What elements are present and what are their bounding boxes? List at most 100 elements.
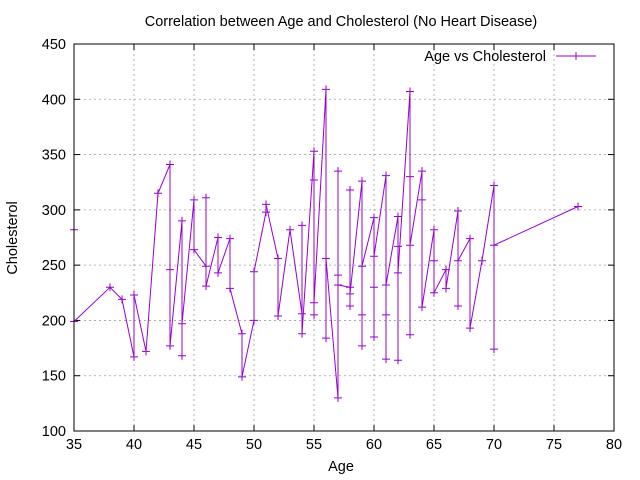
x-tick-label: 55 bbox=[306, 437, 322, 453]
y-tick-label: 250 bbox=[42, 258, 66, 274]
x-tick-label: 45 bbox=[186, 437, 202, 453]
data-point bbox=[394, 356, 402, 365]
legend-marker bbox=[572, 52, 580, 60]
y-tick-label: 300 bbox=[42, 203, 66, 219]
data-point bbox=[286, 225, 294, 234]
data-point bbox=[310, 176, 318, 185]
data-point bbox=[394, 268, 402, 277]
data-point bbox=[358, 177, 366, 186]
data-point bbox=[334, 167, 342, 176]
data-point bbox=[118, 295, 126, 304]
data-point bbox=[406, 87, 414, 96]
data-point bbox=[238, 329, 246, 338]
x-tick-label: 40 bbox=[126, 437, 142, 453]
data-point bbox=[166, 160, 174, 169]
data-point bbox=[298, 221, 306, 230]
data-point bbox=[418, 195, 426, 204]
data-point bbox=[346, 289, 354, 298]
x-tick-label: 65 bbox=[426, 437, 442, 453]
x-tick-label: 80 bbox=[606, 437, 622, 453]
data-point bbox=[214, 268, 222, 277]
data-point bbox=[298, 329, 306, 338]
data-point bbox=[358, 262, 366, 271]
y-tick-label: 400 bbox=[42, 92, 66, 108]
y-tick-label: 200 bbox=[42, 313, 66, 329]
data-point bbox=[262, 208, 270, 217]
data-point bbox=[262, 200, 270, 209]
data-point bbox=[574, 202, 582, 211]
data-point bbox=[322, 254, 330, 263]
y-axis-label: Cholesterol bbox=[5, 201, 21, 274]
data-point bbox=[454, 256, 462, 265]
data-point bbox=[274, 254, 282, 263]
data-point bbox=[298, 309, 306, 318]
x-axis-label: Age bbox=[328, 459, 354, 475]
data-point bbox=[202, 193, 210, 202]
data-point bbox=[190, 195, 198, 204]
data-point bbox=[430, 288, 438, 297]
data-point bbox=[490, 241, 498, 250]
data-point bbox=[346, 185, 354, 194]
data-point bbox=[358, 310, 366, 319]
data-point bbox=[154, 189, 162, 198]
data-point bbox=[142, 347, 150, 356]
data-point bbox=[166, 265, 174, 274]
data-point bbox=[394, 212, 402, 221]
data-point bbox=[406, 330, 414, 339]
data-point bbox=[250, 267, 258, 276]
data-point bbox=[418, 167, 426, 176]
series-group bbox=[70, 85, 582, 402]
data-point bbox=[178, 216, 186, 225]
data-point bbox=[382, 310, 390, 319]
data-point bbox=[130, 352, 138, 361]
data-point bbox=[238, 372, 246, 381]
data-point bbox=[310, 310, 318, 319]
data-point bbox=[394, 242, 402, 251]
data-point bbox=[430, 225, 438, 234]
data-point bbox=[454, 206, 462, 215]
data-point bbox=[202, 262, 210, 271]
data-point bbox=[442, 284, 450, 293]
data-point bbox=[226, 284, 234, 293]
data-point bbox=[490, 345, 498, 354]
x-tick-label: 35 bbox=[66, 437, 82, 453]
data-point bbox=[442, 265, 450, 274]
data-point bbox=[346, 302, 354, 311]
data-point bbox=[334, 393, 342, 402]
data-point bbox=[214, 233, 222, 242]
y-tick-label: 150 bbox=[42, 369, 66, 385]
data-point bbox=[322, 334, 330, 343]
chart-title: Correlation between Age and Cholesterol … bbox=[145, 14, 538, 30]
data-point bbox=[334, 281, 342, 290]
data-point bbox=[166, 341, 174, 350]
data-point bbox=[490, 181, 498, 190]
grid bbox=[74, 44, 614, 431]
legend-label: Age vs Cholesterol bbox=[424, 49, 546, 65]
data-point bbox=[370, 252, 378, 261]
data-point bbox=[178, 319, 186, 328]
x-tick-label: 60 bbox=[366, 437, 382, 453]
data-point bbox=[370, 333, 378, 342]
legend: Age vs Cholesterol bbox=[424, 49, 596, 65]
data-point bbox=[334, 271, 342, 280]
data-point bbox=[226, 234, 234, 243]
data-point bbox=[178, 351, 186, 360]
y-tick-label: 350 bbox=[42, 148, 66, 164]
data-point bbox=[250, 316, 258, 325]
data-point bbox=[130, 290, 138, 299]
data-point bbox=[370, 213, 378, 222]
plot-border bbox=[73, 43, 615, 432]
x-tick-label: 50 bbox=[246, 437, 262, 453]
data-point bbox=[322, 85, 330, 94]
y-tick-label: 100 bbox=[42, 424, 66, 440]
data-point bbox=[382, 355, 390, 364]
data-point bbox=[310, 147, 318, 156]
data-point bbox=[190, 245, 198, 254]
data-point bbox=[430, 256, 438, 265]
data-point bbox=[310, 298, 318, 307]
x-tick-label: 70 bbox=[486, 437, 502, 453]
axis-ticks: 100 150 200 250 300 350 400 450 35 40 45 50 55 60 65 70… bbox=[42, 37, 622, 453]
data-point bbox=[406, 241, 414, 250]
